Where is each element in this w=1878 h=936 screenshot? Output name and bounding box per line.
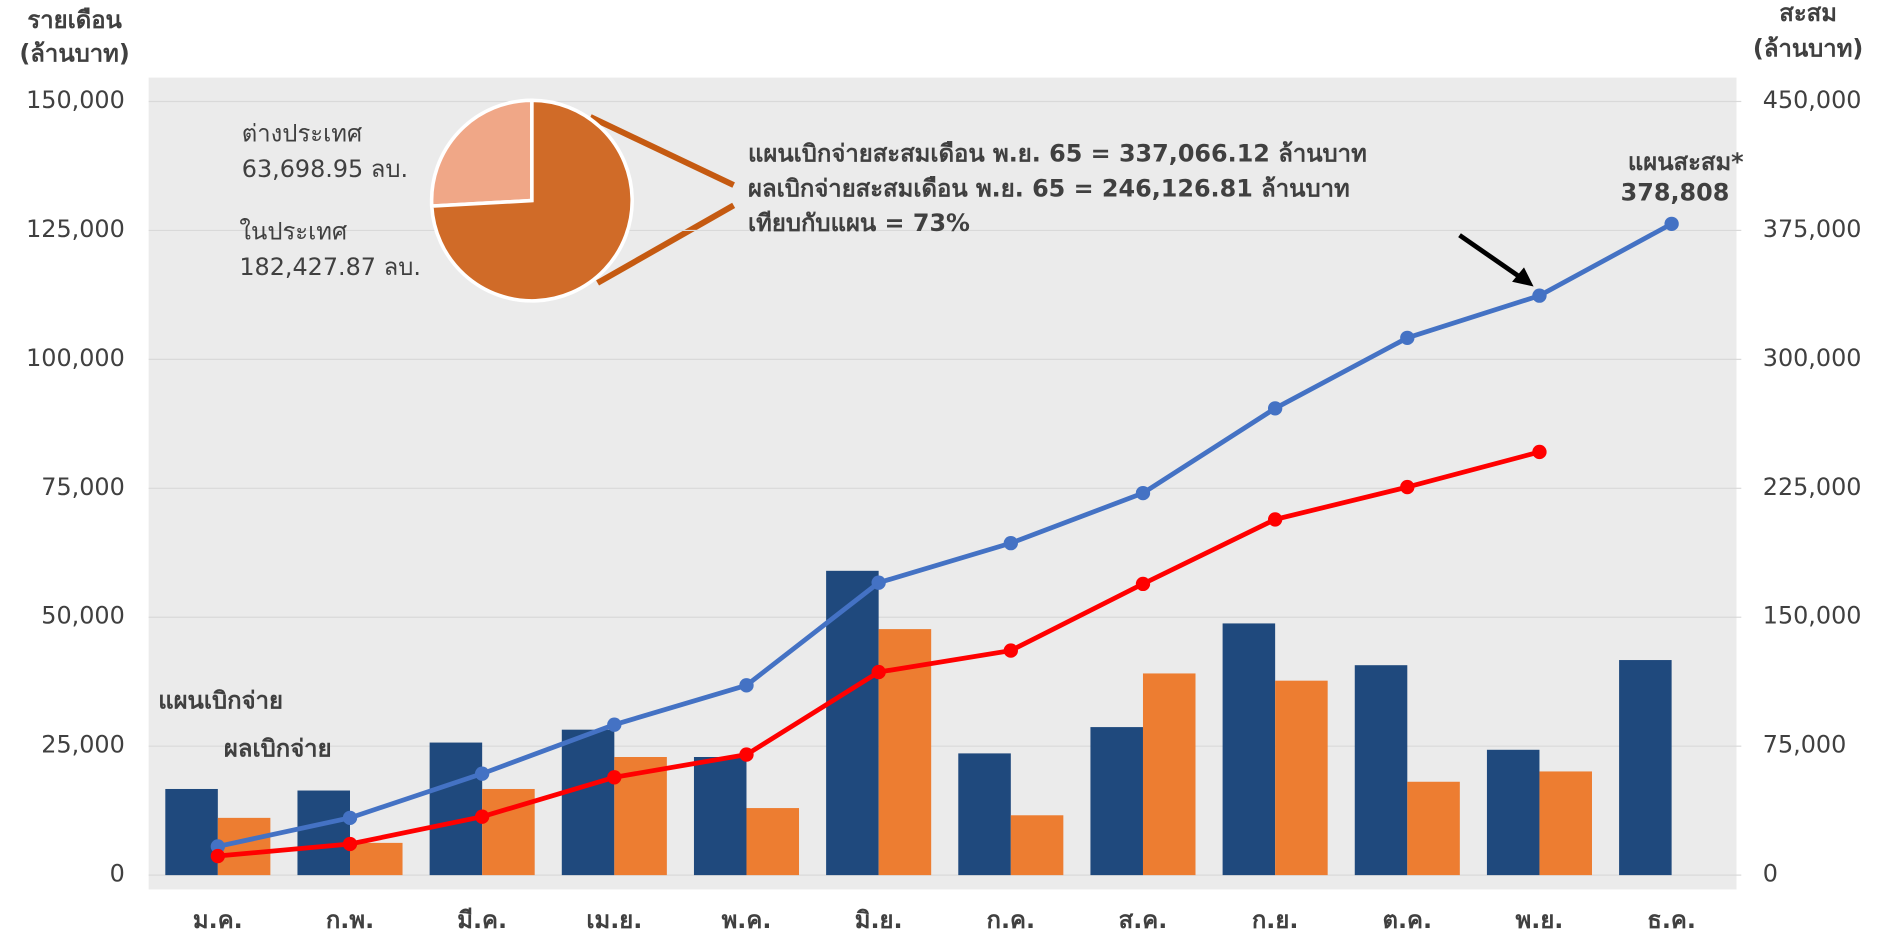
y-axis-label: รายเดือน [27, 6, 122, 34]
x-tick-label: พ.ย. [1516, 906, 1564, 934]
point [607, 717, 622, 732]
pie-slice [429, 98, 634, 303]
point [1532, 288, 1547, 303]
line [217, 221, 1673, 849]
x-tick-label: เม.ย. [586, 906, 642, 934]
pie-connector [589, 114, 735, 188]
bar [746, 808, 800, 876]
y2-tick-label: 300,000 [1763, 344, 1862, 372]
bar [1222, 623, 1276, 876]
y2-tick-label: 0 [1763, 860, 1778, 888]
arrow-head [1512, 267, 1534, 287]
x-tick-label: มี.ค. [457, 906, 507, 934]
pie-value-label: 182,427.87 ลบ. [239, 253, 421, 281]
y-tick-label: 75,000 [41, 473, 125, 501]
y2-tick-label: 150,000 [1763, 602, 1862, 630]
annotation: ผลเบิกจ่ายสะสมเดือน พ.ย. 65 = 246,126.81… [748, 174, 1350, 202]
x-tick-label: ก.ค. [987, 906, 1036, 934]
point [739, 678, 754, 693]
point [474, 809, 490, 824]
point [1135, 485, 1151, 501]
bar [1354, 665, 1408, 876]
y2-tick-label: 225,000 [1763, 473, 1862, 501]
point [739, 747, 754, 762]
annotation: เทียบกับแผน = 73% [748, 209, 970, 237]
point [342, 810, 358, 826]
bar [297, 790, 351, 876]
bar [1407, 781, 1460, 876]
y-tick-label: 0 [110, 860, 125, 888]
bar [350, 842, 403, 876]
x-tick-label: ต.ค. [1383, 906, 1433, 934]
point [1267, 401, 1283, 416]
pie-connector [596, 202, 736, 286]
bar [1090, 727, 1143, 876]
y-tick-label: 100,000 [26, 344, 125, 372]
point [474, 766, 490, 781]
x-tick-label: ก.พ. [326, 906, 374, 934]
pie-label: ต่างประเทศ [242, 119, 362, 147]
y-tick-label: 150,000 [26, 86, 125, 114]
x-tick-label: ธ.ค. [1647, 906, 1696, 934]
annotation: แผนเบิกจ่ายสะสมเดือน พ.ย. 65 = 337,066.1… [748, 140, 1367, 168]
legend-label: ผลเบิกจ่าย [224, 734, 332, 762]
bar [1142, 673, 1196, 876]
point [871, 664, 886, 680]
point [1400, 479, 1415, 495]
legend-label: แผนเบิกจ่าย [158, 687, 283, 715]
point [1003, 535, 1018, 551]
point [1003, 643, 1018, 658]
bar [1619, 660, 1672, 876]
x-tick-label: ก.ย. [1252, 906, 1299, 934]
y-axis-label: (ล้านบาท) [19, 39, 129, 67]
y2-tick-label: 375,000 [1763, 215, 1862, 243]
y-tick-label: 125,000 [26, 215, 125, 243]
y-tick-label: 50,000 [41, 602, 125, 630]
pie-label: ในประเทศ [239, 217, 347, 245]
legend-label: แผนสะสม* [1628, 148, 1744, 176]
pie-value-label: 63,698.95 ลบ. [242, 155, 408, 183]
bar [1275, 680, 1328, 876]
point [1664, 216, 1679, 232]
bar [826, 570, 879, 876]
point [607, 770, 622, 785]
pie-slice [429, 98, 534, 209]
y2-axis-label: สะสม [1779, 0, 1837, 27]
point [1135, 576, 1151, 592]
bar [958, 753, 1011, 876]
bar [1486, 749, 1540, 876]
point [871, 575, 886, 590]
point [1400, 330, 1415, 346]
x-tick-label: ส.ค. [1119, 906, 1168, 934]
x-tick-label: พ.ค. [722, 906, 772, 934]
x-tick-label: ม.ค. [193, 906, 243, 934]
point [342, 836, 358, 852]
value-label: 378,808 [1621, 179, 1730, 207]
y2-tick-label: 75,000 [1763, 731, 1847, 759]
plot-area [148, 77, 1737, 890]
arrow [1458, 233, 1523, 281]
bar [1010, 815, 1064, 876]
bar [561, 729, 615, 876]
bar [165, 788, 218, 876]
y2-axis-label: (ล้านบาท) [1753, 35, 1863, 63]
point [210, 848, 226, 864]
bar [693, 757, 747, 876]
y-tick-label: 25,000 [41, 731, 125, 759]
x-tick-label: มิ.ย. [855, 906, 903, 934]
point [1532, 444, 1547, 460]
point [1267, 512, 1283, 527]
bar [1539, 771, 1592, 876]
bar [429, 742, 483, 876]
y2-tick-label: 450,000 [1763, 86, 1862, 114]
